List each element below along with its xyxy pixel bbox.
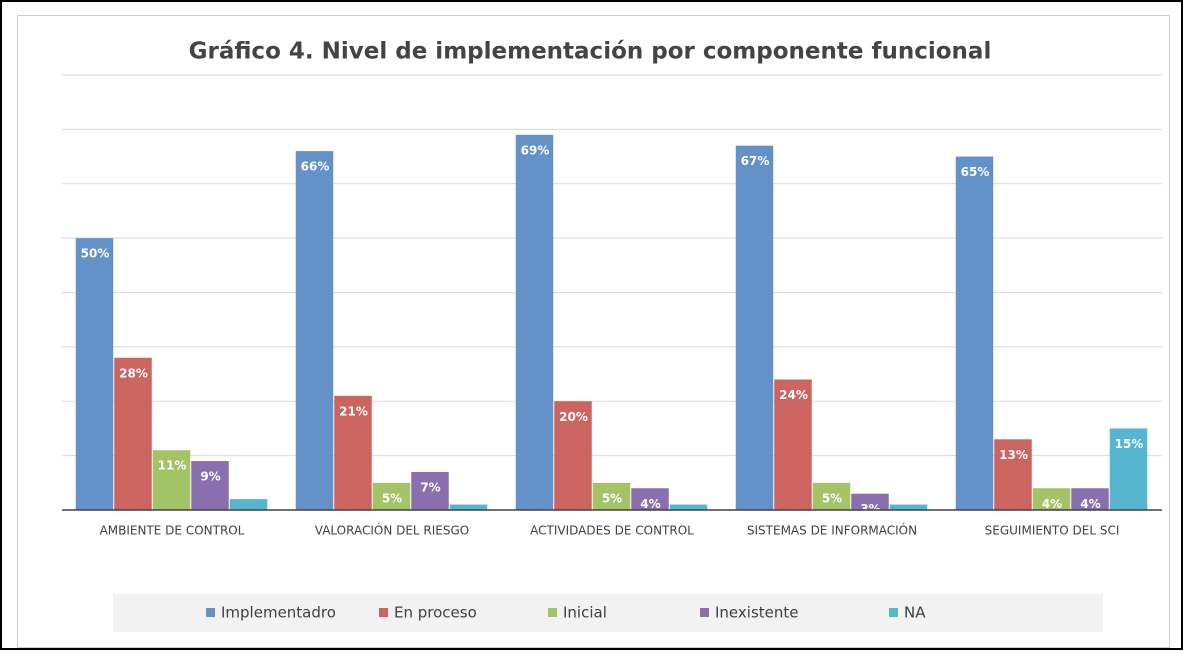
bar (1071, 488, 1109, 510)
chart-frame (17, 15, 1170, 648)
data-label: 4% (1042, 497, 1062, 511)
bar (669, 504, 708, 510)
bar (1109, 428, 1148, 510)
x-tick-label: VALORACIÓN DEL RIESGO (315, 523, 470, 538)
legend-swatch (548, 608, 557, 617)
x-tick-label: AMBIENTE DE CONTROL (100, 524, 245, 538)
data-label: 21% (339, 404, 368, 418)
bar (554, 401, 592, 510)
bar (372, 482, 411, 510)
legend-swatch (700, 608, 709, 617)
x-tick-label: SISTEMAS DE INFORMACIÓN (747, 523, 917, 538)
bar (515, 134, 554, 510)
bar (592, 482, 631, 510)
data-label: 4% (1080, 497, 1100, 511)
data-label: 67% (741, 154, 770, 168)
bar (955, 156, 994, 510)
bar (334, 395, 372, 510)
legend-swatch (889, 608, 898, 617)
x-tick-label: ACTIVIDADES DE CONTROL (530, 524, 694, 538)
data-label: 28% (119, 366, 148, 380)
data-label: 69% (521, 143, 550, 157)
legend-label: Implementadro (221, 604, 336, 622)
bar (411, 471, 449, 510)
bar (152, 450, 191, 510)
data-label: 13% (999, 448, 1028, 462)
data-label: 20% (559, 410, 588, 424)
bar (1032, 488, 1071, 510)
data-label: 5% (382, 491, 402, 505)
chart-title: Gráfico 4. Nivel de implementación por c… (189, 39, 992, 65)
bar (889, 504, 928, 510)
x-tick-label: SEGUIMIENTO DEL SCI (985, 524, 1120, 538)
bar (812, 482, 851, 510)
bar (851, 493, 889, 510)
data-label: 50% (81, 247, 110, 261)
bar (631, 488, 669, 510)
bar (114, 357, 152, 510)
data-label: 15% (1115, 437, 1144, 451)
bar (994, 439, 1032, 510)
data-label: 5% (822, 491, 842, 505)
legend-label: NA (904, 604, 926, 622)
bar (191, 461, 229, 510)
data-label: 5% (602, 491, 622, 505)
bar (735, 145, 774, 510)
legend-box (113, 594, 1103, 632)
bar (449, 504, 488, 510)
bar (229, 499, 268, 510)
data-label: 3% (860, 502, 880, 516)
data-label: 65% (961, 165, 990, 179)
legend-label: Inexistente (715, 604, 798, 622)
data-label: 9% (200, 470, 220, 484)
bar (295, 151, 334, 510)
legend-swatch (206, 608, 215, 617)
legend-label: Inicial (563, 604, 607, 622)
legend-swatch (379, 608, 388, 617)
data-label: 24% (779, 388, 808, 402)
bar (75, 238, 114, 510)
bar (774, 379, 812, 510)
data-label: 66% (301, 160, 330, 174)
data-label: 11% (158, 459, 187, 473)
data-label: 7% (420, 480, 440, 494)
legend-label: En proceso (394, 604, 477, 622)
data-label: 4% (640, 497, 660, 511)
